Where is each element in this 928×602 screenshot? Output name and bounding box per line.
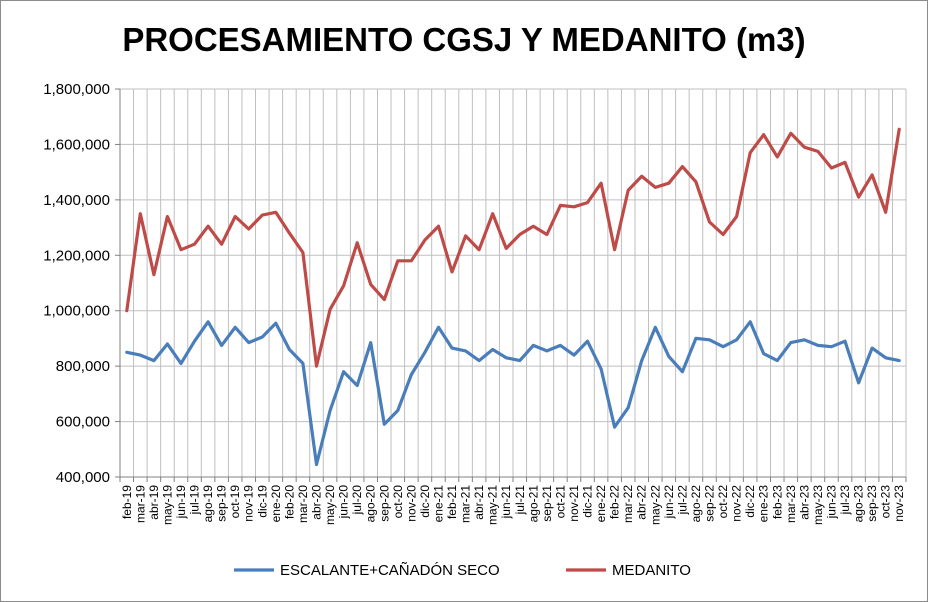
x-tick-label: ene-21: [431, 485, 445, 523]
x-tick-label: sep-19: [215, 485, 229, 522]
x-tick-label: dic-22: [743, 485, 757, 518]
x-tick-label: ago-20: [364, 485, 378, 523]
x-tick-label: feb-22: [608, 485, 622, 519]
x-tick-label: ago-19: [201, 485, 215, 523]
x-tick-label: nov-22: [730, 485, 744, 522]
x-tick-label: feb-21: [445, 485, 459, 519]
x-tick-label: ago-22: [689, 485, 703, 523]
y-tick-label: 1,000,000: [43, 303, 110, 320]
x-tick-label: mar-22: [621, 485, 635, 523]
x-tick-label: jul-19: [188, 485, 202, 516]
x-tick-label: jun-21: [499, 485, 513, 520]
x-tick-label: jul-22: [675, 485, 689, 516]
x-tick-label: sep-21: [540, 485, 554, 522]
x-tick-label: jun-20: [337, 485, 351, 520]
x-tick-label: dic-19: [255, 485, 269, 518]
x-tick-label: abr-19: [147, 485, 161, 520]
x-tick-label: feb-23: [770, 485, 784, 519]
y-tick-label: 1,600,000: [43, 136, 110, 153]
x-tick-label: mar-21: [459, 485, 473, 523]
x-tick-label: mar-20: [296, 485, 310, 523]
x-tick-label: jun-19: [174, 485, 188, 520]
x-tick-label: abr-23: [797, 485, 811, 520]
y-tick-label: 1,200,000: [43, 247, 110, 264]
x-tick-label: oct-20: [391, 485, 405, 519]
x-tick-label: jul-23: [838, 485, 852, 516]
x-tick-label: nov-19: [242, 485, 256, 522]
x-tick-label: dic-20: [418, 485, 432, 518]
x-tick-label: abr-22: [635, 485, 649, 520]
x-tick-label: may-23: [811, 485, 825, 525]
x-tick-label: ene-20: [269, 485, 283, 523]
series-line: [125, 127, 901, 368]
x-tick-label: jul-21: [513, 485, 527, 516]
x-tick-label: may-21: [486, 485, 500, 525]
y-tick-label: 600,000: [56, 414, 110, 431]
x-tick-label: feb-20: [282, 485, 296, 519]
x-tick-label: ene-22: [594, 485, 608, 523]
x-tick-label: oct-21: [553, 485, 567, 519]
x-tick-label: jul-20: [350, 485, 364, 516]
x-tick-label: sep-20: [377, 485, 391, 522]
y-tick-label: 800,000: [56, 358, 110, 375]
x-tick-label: ago-21: [526, 485, 540, 523]
x-tick-label: ene-23: [757, 485, 771, 523]
x-tick-label: may-19: [160, 485, 174, 525]
x-tick-label: oct-22: [716, 485, 730, 519]
y-tick-label: 1,400,000: [43, 192, 110, 209]
y-tick-label: 1,800,000: [43, 81, 110, 98]
x-tick-label: oct-19: [228, 485, 242, 519]
x-tick-label: nov-21: [567, 485, 581, 522]
y-tick-label: 400,000: [56, 469, 110, 486]
x-tick-label: abr-21: [472, 485, 486, 520]
x-tick-label: feb-19: [120, 485, 134, 519]
legend-label: MEDANITO: [612, 562, 691, 579]
x-tick-label: jun-23: [824, 485, 838, 520]
x-tick-label: oct-23: [879, 485, 893, 519]
x-tick-label: ago-23: [852, 485, 866, 523]
x-tick-label: sep-22: [703, 485, 717, 522]
x-tick-label: jun-22: [662, 485, 676, 520]
x-tick-label: mar-19: [133, 485, 147, 523]
x-tick-label: may-20: [323, 485, 337, 525]
x-tick-label: nov-20: [404, 485, 418, 522]
x-tick-label: mar-23: [784, 485, 798, 523]
x-tick-label: may-22: [648, 485, 662, 525]
legend-label: ESCALANTE+CAÑADÓN SECO: [280, 562, 500, 579]
chart-title: PROCESAMIENTO CGSJ Y MEDANITO (m3): [122, 21, 806, 58]
x-tick-label: dic-21: [581, 485, 595, 518]
x-tick-label: nov-23: [892, 485, 906, 522]
x-tick-label: sep-23: [865, 485, 879, 522]
series-line: [125, 320, 901, 467]
x-tick-label: abr-20: [310, 485, 324, 520]
